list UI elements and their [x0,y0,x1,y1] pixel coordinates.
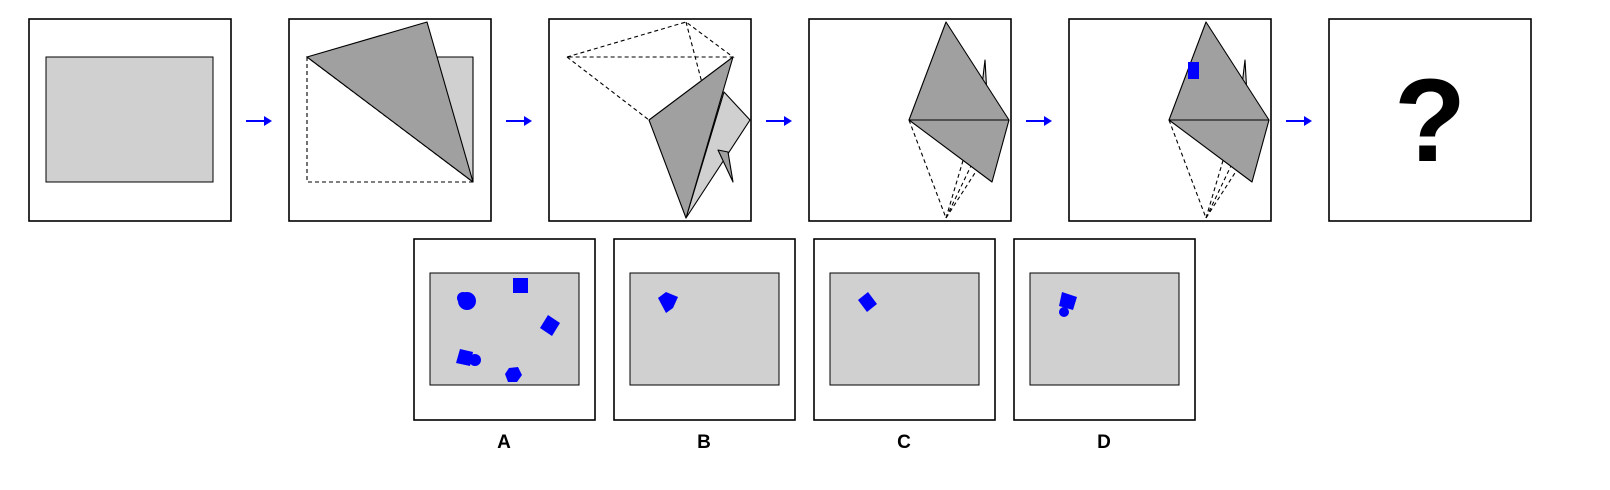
question-mark: ? [1394,55,1466,187]
hole-square [540,315,560,336]
back-layer [685,91,751,219]
step-1-panel [28,18,232,222]
arrow-2 [506,116,532,126]
hole-hexagon [505,367,522,382]
option-d[interactable]: D [1013,238,1196,453]
paper-sheet [429,272,580,386]
paper-sheet [1029,272,1180,386]
hole-circle [469,354,481,366]
folded-flap [306,21,474,183]
folded-flap [908,21,1010,121]
hole-square [858,292,877,312]
folded-flap [1168,21,1270,121]
step-5-panel [1068,18,1272,222]
arrow-5 [1286,116,1312,126]
option-label: D [1097,432,1111,453]
option-a[interactable]: A [413,238,596,453]
option-label: A [497,432,511,453]
hole-square [1059,292,1077,310]
hole-pentagon [658,292,678,313]
folded-flap [648,56,734,219]
paper-sheet [629,272,780,386]
arrow-4 [1026,116,1052,126]
paper-sheet [45,56,214,183]
option-c[interactable]: C [813,238,996,453]
arrow-1 [246,116,272,126]
step-4-panel [808,18,1012,222]
hole-circle [1059,307,1069,317]
step-6-panel: ? [1328,18,1532,222]
step-3-panel [548,18,752,222]
arrow-3 [766,116,792,126]
punched-hole-square [1188,62,1199,79]
hole-circle [457,292,469,304]
hole-square [456,349,473,366]
inner-layer [717,149,734,183]
option-label: C [897,432,911,453]
option-label: B [697,432,711,453]
option-b[interactable]: B [613,238,796,453]
step-2-panel [288,18,492,222]
hole-square [513,278,528,293]
paper-sheet [829,272,980,386]
